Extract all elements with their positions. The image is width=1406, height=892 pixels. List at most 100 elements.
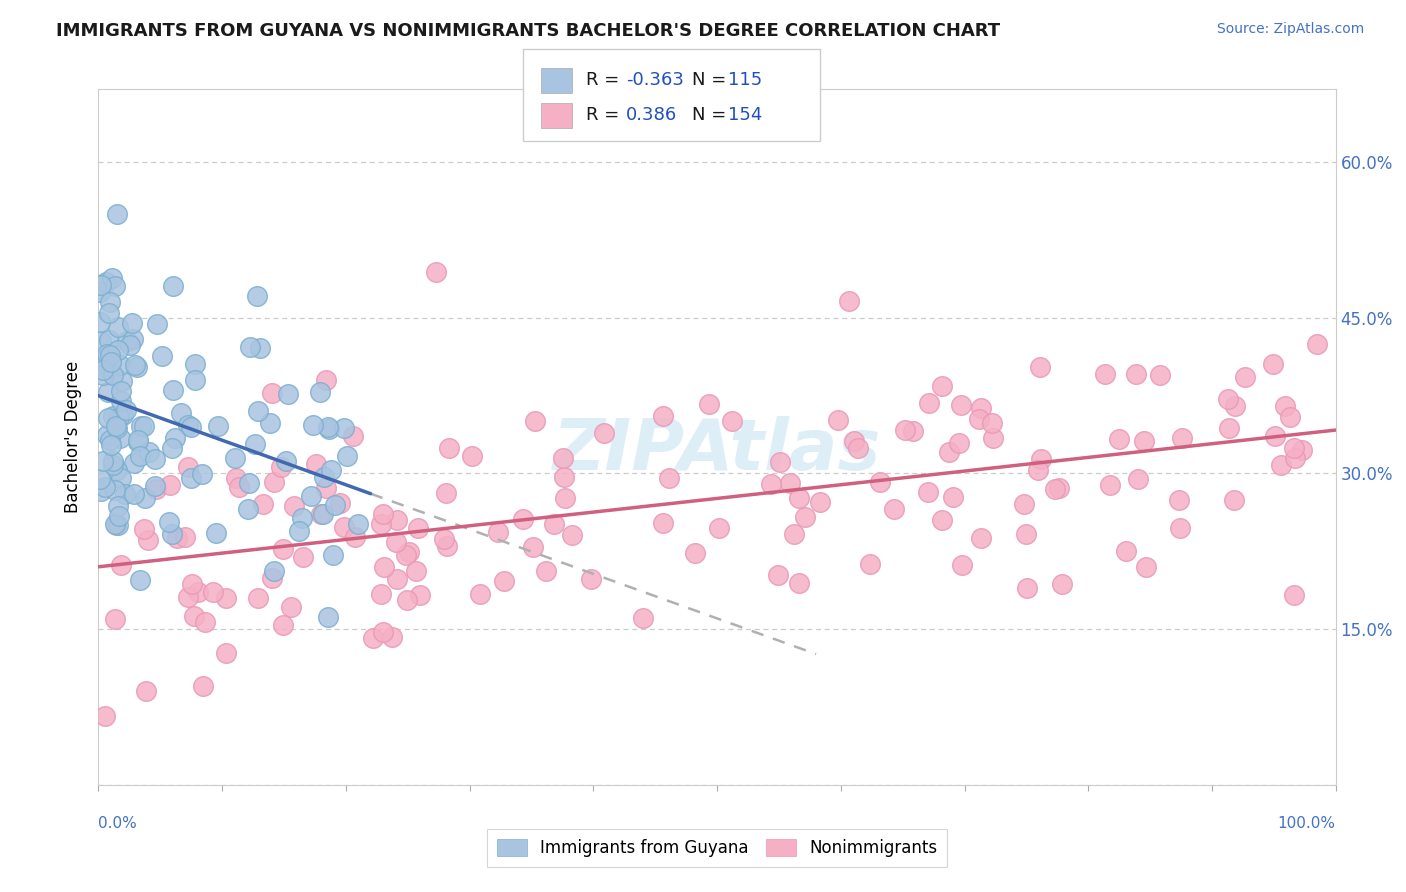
Point [437,442,460,456]
Point [111,375,134,389]
Point [108,409,131,424]
Point [561,528,583,542]
Point [89,472,111,486]
Point [225,471,247,485]
Point [94,351,117,366]
Point [309,507,332,521]
Text: 154: 154 [728,106,762,124]
Point [90,357,112,371]
Point [157,515,180,529]
Point [309,384,332,399]
Point [276,454,298,468]
Point [238,476,260,491]
Point [1170,431,1192,445]
Point [315,481,337,495]
Point [1115,544,1137,558]
Point [191,679,214,693]
Point [110,384,132,399]
Point [918,396,941,410]
Point [104,516,127,531]
Point [370,517,392,532]
Point [215,591,238,605]
Point [1167,492,1189,507]
Point [132,522,155,536]
Point [104,418,127,433]
Point [124,359,146,373]
Point [187,585,209,599]
Point [810,495,832,509]
Point [125,360,148,375]
Point [97,411,120,425]
Point [134,491,156,505]
Point [101,453,124,467]
Point [1133,434,1156,448]
Point [323,499,346,513]
Point [110,471,132,485]
Point [534,564,557,578]
Point [150,349,173,363]
Point [183,608,205,623]
Point [89,285,111,300]
Point [263,475,285,490]
Point [131,418,153,433]
Text: IMMIGRANTS FROM GUYANA VS NONIMMIGRANTS BACHELOR'S DEGREE CORRELATION CHART: IMMIGRANTS FROM GUYANA VS NONIMMIGRANTS … [56,22,1000,40]
Point [361,632,384,646]
Point [543,517,565,532]
Point [333,420,356,434]
Point [91,368,114,382]
Point [90,334,112,348]
Point [183,357,205,371]
Point [395,592,418,607]
Point [1135,560,1157,574]
Point [1045,482,1067,496]
Point [1028,463,1050,477]
Text: R =: R = [586,106,631,124]
Point [288,524,311,539]
Point [685,546,707,560]
Point [91,454,114,468]
Point [494,574,516,588]
Point [766,568,789,582]
Point [205,526,228,541]
Point [1218,421,1240,435]
Point [983,431,1005,445]
Point [127,434,149,448]
Point [146,317,169,331]
Point [859,557,882,571]
Point [132,418,155,433]
Point [761,477,783,491]
Point [949,398,972,412]
Point [136,533,159,547]
Point [107,499,129,513]
Point [768,455,790,469]
Point [159,478,181,492]
Point [122,456,145,470]
Point [524,414,547,428]
Point [970,532,993,546]
Point [177,417,200,432]
Point [90,483,112,498]
Point [262,386,284,401]
Point [512,512,534,526]
Point [299,489,322,503]
Point [312,470,335,484]
Point [97,333,120,347]
Point [846,441,869,455]
Point [1094,368,1116,382]
Point [651,516,673,531]
Point [166,531,188,545]
Point [170,406,193,420]
Point [101,271,124,285]
Point [720,413,742,427]
Point [191,467,214,481]
Point [115,334,138,348]
Point [98,295,121,310]
Text: N =: N = [692,71,731,89]
Point [371,624,394,639]
Point [93,480,115,494]
Point [180,471,202,485]
Point [98,305,121,319]
Point [651,409,673,423]
Point [1306,337,1329,351]
Point [107,421,129,435]
